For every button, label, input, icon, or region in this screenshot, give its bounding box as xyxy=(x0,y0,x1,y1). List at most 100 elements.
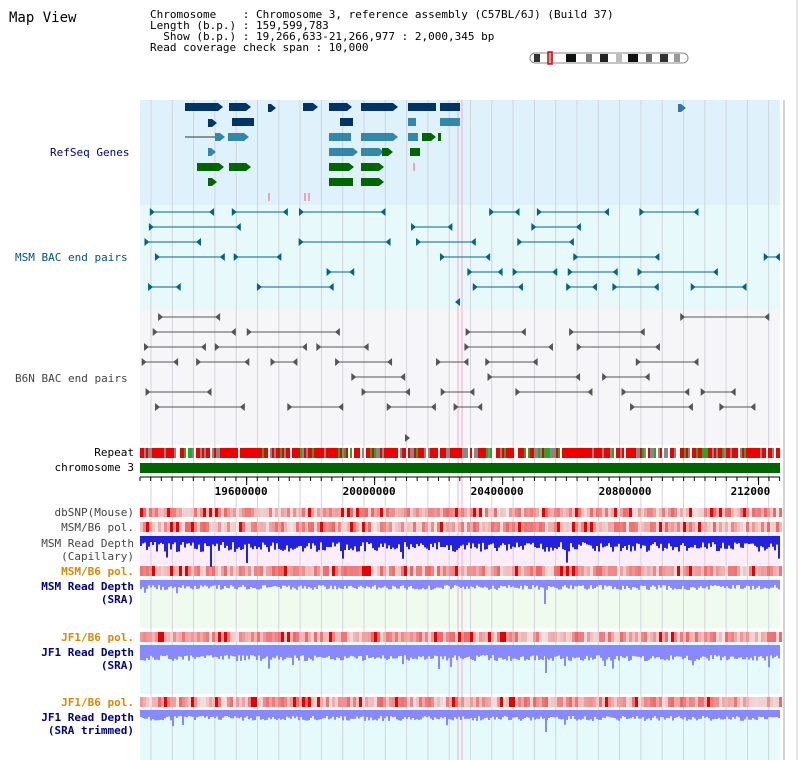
jf1-pol-cell xyxy=(749,632,752,642)
jf1-sra-depth-bar xyxy=(156,645,158,660)
jf1-pol-trim-cell xyxy=(467,697,470,707)
jf1-sra-depth-bar xyxy=(748,645,750,660)
jf1-trim-depth-bar xyxy=(312,710,314,717)
msm-cap-depth-bar xyxy=(476,536,478,549)
msm-pol-sra-cell xyxy=(491,566,494,576)
jf1-sra-depth-bar xyxy=(626,645,628,657)
msm-bac-end xyxy=(690,283,696,291)
msm-bac-end xyxy=(514,208,520,216)
msm-pol-sra-cell xyxy=(557,566,560,576)
msm-sra-depth-bar xyxy=(362,580,364,588)
jf1-pol-cell xyxy=(674,632,677,642)
msm-sra-depth-bar xyxy=(514,580,516,588)
jf1-pol-cell xyxy=(284,632,287,642)
jf1-trim-depth-bar xyxy=(402,710,404,720)
jf1-trim-depth-bar xyxy=(318,710,320,720)
dbsnp-cell xyxy=(272,508,275,517)
msm-cap-depth-bar xyxy=(330,536,332,548)
repeat-segment xyxy=(728,448,730,458)
jf1-pol-trim-cell xyxy=(455,697,458,707)
msm-pol-sra-cell xyxy=(269,566,272,576)
repeat-segment xyxy=(154,448,156,458)
msm-pol-cell xyxy=(656,522,659,532)
jf1-sra-depth-bar xyxy=(312,645,314,661)
msm-bac-end xyxy=(603,208,609,216)
jf1-sra-depth-bar xyxy=(466,645,468,658)
repeat-segment xyxy=(166,448,168,458)
b6n-bac-end xyxy=(453,403,459,411)
jf1-pol-trim-cell xyxy=(503,697,506,707)
dbsnp-cell xyxy=(326,508,329,517)
repeat-segment xyxy=(152,448,154,458)
msm-sra-depth-bar xyxy=(380,580,382,589)
repeat-segment xyxy=(264,448,266,458)
jf1-pol-cell xyxy=(200,632,203,642)
jf1-trim-depth-bar xyxy=(384,710,386,719)
msm-cap-depth-bar xyxy=(490,536,492,545)
repeat-segment xyxy=(150,448,152,458)
msm-pol-cell xyxy=(353,522,356,532)
dbsnp-cell xyxy=(374,508,377,517)
gene-arrow xyxy=(347,103,352,111)
msm-sra-depth-bar xyxy=(762,580,764,589)
msm-pol-sra-cell xyxy=(578,566,581,576)
jf1-sra-depth-bar xyxy=(666,645,668,660)
jf1-sra-depth-bar xyxy=(274,645,276,659)
jf1-sra-depth-bar xyxy=(330,645,332,660)
jf1-trim-depth-bar xyxy=(172,710,174,727)
msm-pol-cell xyxy=(752,522,755,532)
msm-cap-depth-bar xyxy=(364,536,366,552)
chromosome-ideogram[interactable] xyxy=(528,51,692,65)
msm-sra-depth-bar xyxy=(186,580,188,587)
msm-pol-cell xyxy=(428,522,431,532)
repeat-segment xyxy=(576,448,578,458)
msm-bac-end xyxy=(741,283,747,291)
msm-cap-depth-bar xyxy=(482,536,484,543)
msm-sra-depth-bar xyxy=(624,580,626,590)
msm-cap-depth-bar xyxy=(732,536,734,550)
msm-cap-depth-bar xyxy=(666,536,668,549)
jf1-pol-cell xyxy=(767,632,770,642)
gene-arrow xyxy=(219,163,224,171)
msm-sra-depth-bar xyxy=(554,580,556,588)
msm-pol-sra-cell xyxy=(743,566,746,576)
msm-sra-depth-bar xyxy=(492,580,494,586)
msm-sra-depth-bar xyxy=(766,580,768,589)
jf1-pol-cell xyxy=(659,632,662,642)
msm-cap-depth-bar xyxy=(224,536,226,549)
msm-sra-depth-bar xyxy=(704,580,706,589)
jf1-trim-depth-bar xyxy=(446,710,448,726)
b6n-bac-end xyxy=(200,343,206,351)
dbsnp-cell xyxy=(461,508,464,517)
msm-pol-sra-cell xyxy=(212,566,215,576)
dbsnp-cell xyxy=(380,508,383,517)
repeat-segment xyxy=(638,448,640,458)
msm-sra-depth-bar xyxy=(256,580,258,590)
repeat-segment xyxy=(436,448,438,458)
msm-cap-depth-bar xyxy=(654,536,656,543)
repeat-segment xyxy=(254,448,256,458)
jf1-sra-depth-bar xyxy=(418,645,420,657)
msm-pol-sra-cell xyxy=(149,566,152,576)
msm-sra-depth-bar xyxy=(234,580,236,589)
jf1-trim-depth-bar xyxy=(590,710,592,720)
jf1-sra-depth-bar xyxy=(496,645,498,661)
jf1-sra-depth-bar xyxy=(378,645,380,658)
msm-cap-depth-bar xyxy=(438,536,440,543)
msm-cap-depth-bar xyxy=(256,536,258,549)
msm-pol-cell xyxy=(707,522,710,532)
jf1-pol-trim-cell xyxy=(248,697,251,707)
repeat-segment xyxy=(380,448,382,458)
msm-pol-sra-cell xyxy=(569,566,572,576)
msm-pol-cell xyxy=(548,522,551,532)
jf1-pol-cell xyxy=(227,632,230,642)
msm-sra-depth-bar xyxy=(220,580,222,590)
chromosome-info: Chromosome : Chromosome 3, reference ass… xyxy=(150,9,614,53)
msm-pol-cell xyxy=(641,522,644,532)
jf1-pol-trim-cell xyxy=(506,697,509,707)
jf1-pol-trim-cell xyxy=(341,697,344,707)
repeat-segment xyxy=(490,448,492,458)
repeat-segment xyxy=(462,448,464,458)
dbsnp-cell xyxy=(245,508,248,517)
